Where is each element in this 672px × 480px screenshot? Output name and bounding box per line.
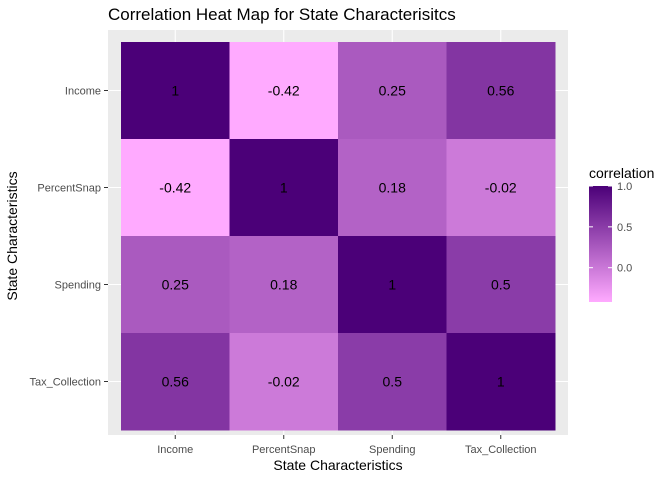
x-axis-ticks: Income PercentSnap Spending Tax_Collection (157, 435, 537, 456)
legend-tick-label: 0.5 (617, 222, 632, 234)
x-axis-title: State Characteristics (273, 457, 402, 473)
x-tick-label: Tax_Collection (465, 444, 537, 456)
heatmap-cell (338, 42, 447, 140)
y-tick-label: PercentSnap (37, 183, 101, 195)
cell-value-label: -0.02 (485, 180, 517, 196)
heatmap-cell (446, 42, 556, 140)
heatmap-cell (338, 139, 447, 237)
heatmap-cell (121, 42, 230, 140)
x-tick-label: PercentSnap (252, 444, 316, 456)
legend: correlation 1.0 0.5 0.0 (589, 165, 654, 302)
legend-title: correlation (589, 165, 654, 181)
x-tick-label: Income (157, 444, 193, 456)
cell-value-label: 0.5 (383, 374, 403, 390)
cell-value-label: 0.56 (487, 83, 514, 99)
heatmap-cell (229, 333, 339, 431)
y-tick-label: Spending (55, 280, 102, 292)
heatmap-cell (229, 42, 339, 140)
heatmap-cell (446, 333, 556, 431)
heatmap-cell (121, 333, 230, 431)
cell-value-label: 1 (171, 83, 179, 99)
cell-value-label: 1 (497, 374, 505, 390)
heatmap-cell-labels: 1 -0.42 0.25 0.56 -0.42 1 0.18 -0.02 0.25 0.18 1 0.… (159, 83, 517, 390)
legend-ticks: 1.0 0.5 0.0 (589, 181, 632, 275)
cell-value-label: 0.25 (379, 83, 406, 99)
cell-value-label: 0.56 (162, 374, 189, 390)
cell-value-label: -0.02 (268, 374, 300, 390)
heatmap-cell (446, 139, 556, 237)
heatmap-cell (446, 236, 556, 334)
heatmap-cell (121, 139, 230, 237)
y-axis-ticks: Income PercentSnap Spending Tax_Collection (29, 86, 108, 389)
x-tick-label: Spending (369, 444, 416, 456)
legend-tick-label: 0.0 (617, 263, 632, 275)
legend-colorbar (589, 186, 612, 302)
cell-value-label: 1 (280, 180, 288, 196)
y-axis-title: State Characteristics (4, 171, 20, 300)
cell-value-label: 0.18 (270, 277, 297, 293)
heatmap-cell (121, 236, 230, 334)
cell-value-label: -0.42 (268, 83, 300, 99)
heatmap-cells (121, 42, 556, 431)
y-tick-label: Tax_Collection (29, 377, 101, 389)
cell-value-label: -0.42 (159, 180, 191, 196)
heatmap-cell (338, 333, 447, 431)
chart-title: Correlation Heat Map for State Character… (108, 5, 456, 24)
heatmap-cell (338, 236, 447, 334)
cell-value-label: 0.25 (162, 277, 189, 293)
y-tick-label: Income (65, 86, 101, 98)
heatmap-cell (229, 236, 339, 334)
cell-value-label: 1 (388, 277, 396, 293)
heatmap-cell (229, 139, 339, 237)
legend-tick-label: 1.0 (617, 181, 632, 193)
cell-value-label: 0.18 (379, 180, 406, 196)
cell-value-label: 0.5 (491, 277, 511, 293)
